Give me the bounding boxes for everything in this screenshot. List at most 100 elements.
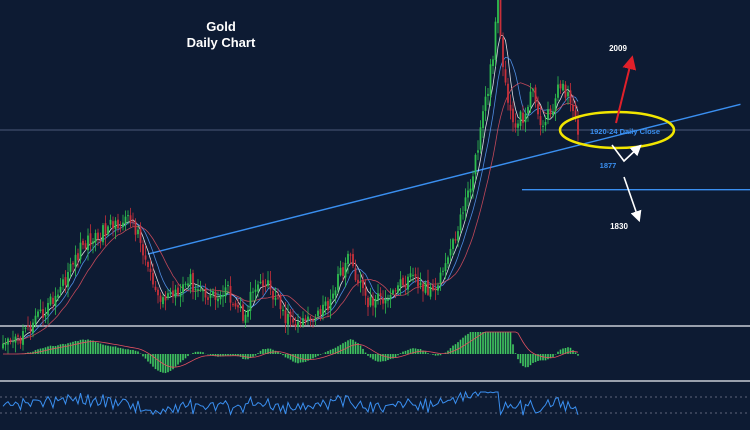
candle-body	[502, 37, 504, 68]
candle-body	[527, 106, 529, 114]
candle-body	[347, 253, 349, 264]
candle-body	[352, 254, 354, 267]
candle-body	[269, 280, 272, 290]
candle-body	[229, 285, 232, 303]
oscillator-line	[2, 390, 579, 416]
candle-body	[72, 262, 74, 265]
candle-body	[392, 290, 394, 294]
candle-body	[297, 321, 299, 328]
candle-body	[27, 325, 29, 328]
candle-body	[447, 257, 449, 264]
candle-body	[37, 311, 39, 317]
candle-body	[49, 296, 52, 305]
label-support: 1877	[600, 161, 617, 170]
candle-body	[84, 243, 87, 249]
candle-body	[19, 337, 22, 344]
candle-body	[152, 272, 154, 285]
candle-body	[172, 290, 174, 297]
candle-body	[197, 289, 199, 291]
candle-body	[272, 290, 274, 300]
candle-body	[217, 298, 219, 302]
candle-body	[142, 244, 144, 256]
candle-body	[384, 299, 387, 304]
candle-body	[427, 280, 429, 295]
candle-body	[184, 283, 187, 285]
candle-body	[237, 305, 239, 308]
candle-body	[394, 290, 397, 292]
label-target-up: 2009	[609, 44, 627, 53]
candle-body	[507, 83, 509, 103]
candle-body	[52, 297, 54, 304]
candle-body	[177, 287, 179, 296]
candle-body	[302, 318, 304, 326]
candle-body	[344, 262, 347, 278]
candle-body	[334, 290, 337, 296]
candle-body	[244, 314, 247, 323]
candle-body	[512, 108, 514, 123]
candle-body	[207, 297, 209, 300]
candle-body	[149, 268, 152, 273]
candle-body	[212, 291, 214, 296]
candle-body	[112, 221, 114, 229]
candle-body	[539, 116, 542, 126]
candle-body	[379, 293, 382, 297]
candle-body	[337, 273, 339, 291]
candle-body	[449, 248, 452, 256]
candle-body	[292, 318, 294, 323]
candle-body	[139, 228, 142, 243]
candle-body	[457, 231, 459, 241]
candle-body	[259, 281, 262, 284]
candle-body	[284, 310, 287, 324]
candle-body	[257, 284, 259, 292]
candle-body	[437, 285, 439, 291]
candle-body	[42, 309, 44, 318]
candle-body	[74, 254, 77, 267]
candle-body	[444, 263, 447, 271]
candle-body	[164, 296, 167, 301]
rising-trendline	[147, 103, 741, 255]
candle-body	[202, 290, 204, 292]
candle-body	[572, 105, 574, 111]
candle-body	[137, 229, 139, 235]
candle-body	[304, 318, 307, 322]
candle-body	[544, 121, 547, 126]
candle-body	[129, 215, 132, 224]
candle-body	[424, 282, 427, 293]
candle-body	[524, 113, 527, 123]
candle-body	[234, 303, 237, 307]
candle-body	[454, 239, 457, 241]
candle-body	[387, 298, 389, 301]
candle-body	[552, 111, 554, 116]
candle-body	[144, 255, 147, 260]
candle-body	[477, 150, 479, 153]
candle-body	[514, 123, 517, 128]
arrow-white-bounce	[611, 144, 642, 163]
candle-body	[557, 84, 559, 98]
candle-body	[132, 221, 134, 223]
candle-body	[62, 279, 64, 286]
candle-body	[419, 282, 422, 286]
candle-body	[262, 280, 264, 287]
candle-body	[327, 300, 329, 311]
candle-body	[564, 84, 567, 98]
candle-body	[239, 306, 242, 308]
candle-body	[487, 93, 489, 96]
candle-body	[407, 276, 409, 290]
candle-body	[382, 298, 384, 304]
candle-body	[92, 241, 94, 244]
ma-mid-line	[2, 56, 579, 344]
candle-body	[59, 286, 62, 293]
candle-body	[364, 288, 367, 296]
candle-body	[537, 104, 539, 115]
histogram-signal-line	[3, 331, 579, 368]
candle-body	[67, 271, 69, 287]
candle-body	[214, 291, 217, 300]
candle-body	[372, 297, 374, 306]
label-daily-close: 1920-24 Daily Close	[590, 127, 660, 136]
candle-body	[192, 272, 194, 291]
candle-body	[119, 227, 122, 229]
candle-body	[7, 338, 9, 345]
candle-body	[209, 294, 212, 298]
candle-body	[307, 316, 309, 321]
candle-body	[4, 342, 7, 345]
